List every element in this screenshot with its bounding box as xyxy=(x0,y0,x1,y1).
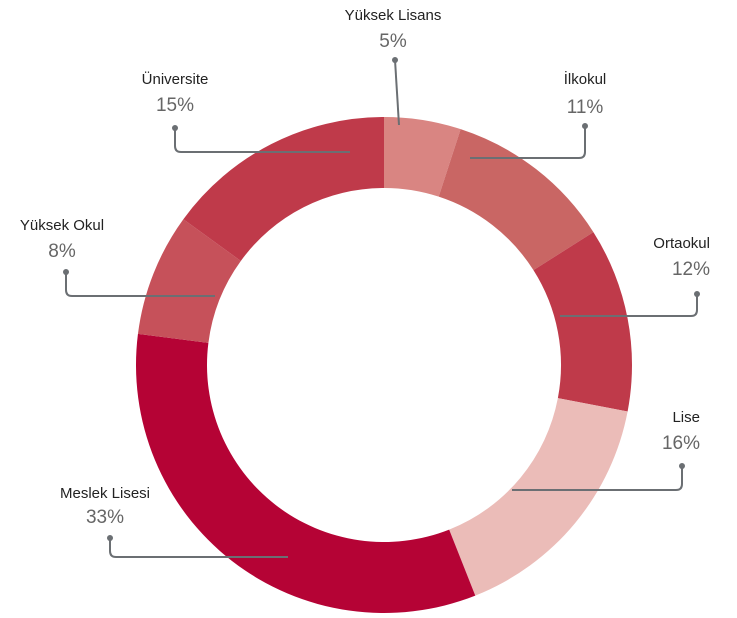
leader-line xyxy=(470,126,586,159)
label-value: 12% xyxy=(672,259,710,280)
leader-dot xyxy=(63,269,69,275)
label-name: Meslek Lisesi xyxy=(60,485,150,502)
label-value: 5% xyxy=(379,31,407,52)
label-value: 15% xyxy=(156,95,194,116)
leader-line xyxy=(174,128,350,153)
leader-dot xyxy=(694,291,700,297)
slice xyxy=(183,117,384,261)
label-name: Üniversite xyxy=(142,70,209,88)
label-name: Yüksek Lisans xyxy=(345,7,442,24)
label-name: Ortaokul xyxy=(653,235,710,252)
leader-dot xyxy=(107,535,113,541)
leader-line xyxy=(65,272,215,297)
leader-line xyxy=(109,538,288,558)
label-value: 33% xyxy=(86,507,124,528)
label-name: Lise xyxy=(672,409,700,426)
leader-dot xyxy=(392,57,398,63)
leader-dot xyxy=(679,463,685,469)
slice xyxy=(449,398,628,596)
slice xyxy=(438,129,594,271)
label-value: 16% xyxy=(662,433,700,454)
slice xyxy=(136,333,476,614)
leader-dot xyxy=(172,125,178,131)
slice xyxy=(137,219,241,343)
leader-line xyxy=(560,294,698,317)
leader-dot xyxy=(582,123,588,129)
slice xyxy=(384,117,461,197)
label-name: Yüksek Okul xyxy=(20,217,104,234)
leader-line xyxy=(394,59,400,126)
label-name: İlkokul xyxy=(564,70,607,88)
label-value: 8% xyxy=(48,241,76,262)
leader-line xyxy=(512,466,683,491)
slice xyxy=(533,232,633,412)
label-value: 11% xyxy=(567,97,604,118)
